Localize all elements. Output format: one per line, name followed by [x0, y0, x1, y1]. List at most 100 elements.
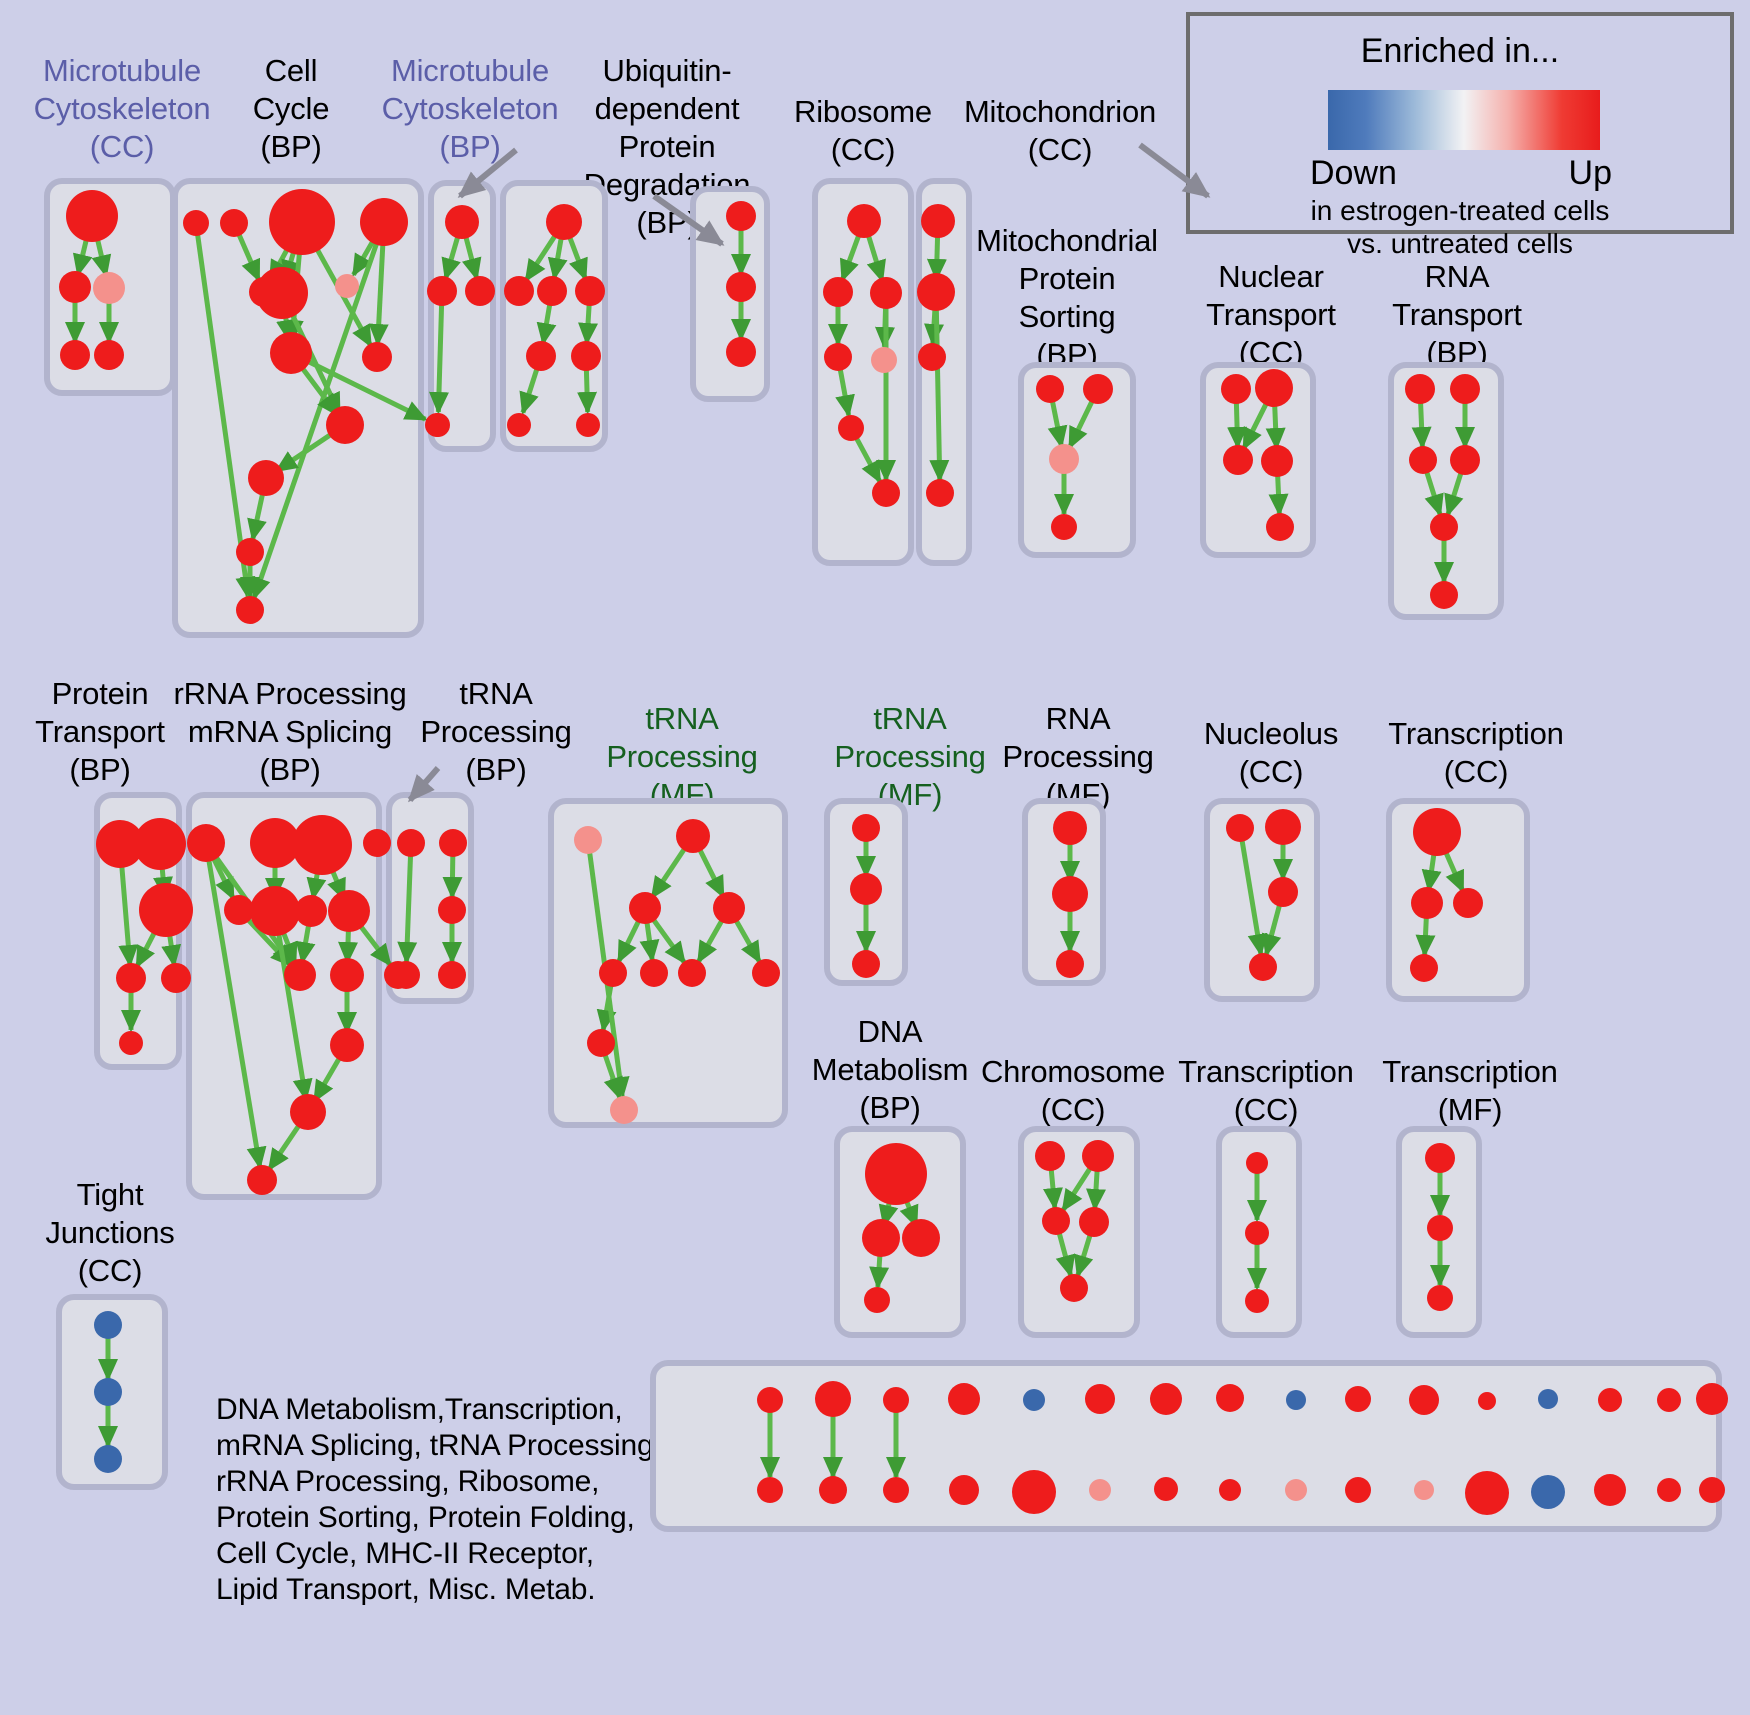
go-term-node[interactable]	[1056, 950, 1084, 978]
go-term-node[interactable]	[256, 267, 308, 319]
go-term-node[interactable]	[1042, 1207, 1070, 1235]
go-term-node[interactable]	[220, 209, 248, 237]
go-term-node[interactable]	[1089, 1479, 1111, 1501]
go-term-node[interactable]	[1245, 1221, 1269, 1245]
go-term-node[interactable]	[726, 337, 756, 367]
go-term-node[interactable]	[1255, 369, 1293, 407]
go-term-node[interactable]	[726, 272, 756, 302]
go-term-node[interactable]	[1012, 1470, 1056, 1514]
go-term-node[interactable]	[1082, 1140, 1114, 1172]
go-term-node[interactable]	[1699, 1477, 1725, 1503]
go-term-node[interactable]	[883, 1387, 909, 1413]
go-term-node[interactable]	[1249, 953, 1277, 981]
go-term-node[interactable]	[507, 413, 531, 437]
go-term-node[interactable]	[1345, 1386, 1371, 1412]
go-term-node[interactable]	[397, 829, 425, 857]
go-term-node[interactable]	[94, 340, 124, 370]
go-term-node[interactable]	[1261, 445, 1293, 477]
go-term-node[interactable]	[838, 415, 864, 441]
go-term-node[interactable]	[330, 1028, 364, 1062]
go-term-node[interactable]	[1657, 1388, 1681, 1412]
go-term-node[interactable]	[1265, 809, 1301, 845]
go-term-node[interactable]	[427, 276, 457, 306]
go-term-node[interactable]	[852, 814, 880, 842]
go-term-node[interactable]	[713, 892, 745, 924]
go-term-node[interactable]	[94, 1378, 122, 1406]
go-term-node[interactable]	[360, 198, 408, 246]
go-term-node[interactable]	[134, 818, 186, 870]
go-term-node[interactable]	[284, 959, 316, 991]
go-term-node[interactable]	[1453, 888, 1483, 918]
go-term-node[interactable]	[1598, 1388, 1622, 1412]
go-term-node[interactable]	[587, 1029, 615, 1057]
go-term-node[interactable]	[871, 347, 897, 373]
go-term-node[interactable]	[1051, 514, 1077, 540]
go-term-node[interactable]	[574, 826, 602, 854]
go-term-node[interactable]	[819, 1476, 847, 1504]
go-term-node[interactable]	[1246, 1152, 1268, 1174]
go-term-node[interactable]	[1150, 1383, 1182, 1415]
go-term-node[interactable]	[250, 818, 300, 868]
go-term-node[interactable]	[292, 815, 352, 875]
go-term-node[interactable]	[236, 538, 264, 566]
go-term-node[interactable]	[139, 883, 193, 937]
go-term-node[interactable]	[823, 277, 853, 307]
go-term-node[interactable]	[847, 204, 881, 238]
cluster-box-misc-singletons[interactable]	[650, 1360, 1722, 1532]
go-term-node[interactable]	[1035, 1141, 1065, 1171]
go-term-node[interactable]	[1425, 1143, 1455, 1173]
go-term-node[interactable]	[1268, 877, 1298, 907]
go-term-node[interactable]	[445, 205, 479, 239]
go-term-node[interactable]	[537, 276, 567, 306]
go-term-node[interactable]	[1450, 445, 1480, 475]
go-term-node[interactable]	[247, 1165, 277, 1195]
go-term-node[interactable]	[921, 204, 955, 238]
go-term-node[interactable]	[1266, 513, 1294, 541]
go-term-node[interactable]	[870, 277, 902, 309]
go-term-node[interactable]	[465, 276, 495, 306]
go-term-node[interactable]	[1245, 1289, 1269, 1313]
go-term-node[interactable]	[1409, 1385, 1439, 1415]
go-term-node[interactable]	[1079, 1207, 1109, 1237]
go-term-node[interactable]	[438, 961, 466, 989]
go-term-node[interactable]	[726, 201, 756, 231]
go-term-node[interactable]	[917, 273, 955, 311]
go-term-node[interactable]	[1052, 876, 1088, 912]
go-term-node[interactable]	[335, 274, 359, 298]
go-term-node[interactable]	[1085, 1384, 1115, 1414]
go-term-node[interactable]	[1036, 375, 1064, 403]
go-term-node[interactable]	[1531, 1475, 1565, 1509]
go-term-node[interactable]	[426, 413, 450, 437]
go-term-node[interactable]	[1410, 954, 1438, 982]
go-term-node[interactable]	[362, 342, 392, 372]
go-term-node[interactable]	[1049, 444, 1079, 474]
go-term-node[interactable]	[290, 1094, 326, 1130]
go-term-node[interactable]	[865, 1143, 927, 1205]
go-term-node[interactable]	[852, 950, 880, 978]
go-term-node[interactable]	[1226, 814, 1254, 842]
go-term-node[interactable]	[571, 341, 601, 371]
go-term-node[interactable]	[1414, 1480, 1434, 1500]
go-term-node[interactable]	[546, 204, 582, 240]
go-term-node[interactable]	[629, 892, 661, 924]
go-term-node[interactable]	[93, 272, 125, 304]
go-term-node[interactable]	[1411, 887, 1443, 919]
go-term-node[interactable]	[1450, 374, 1480, 404]
go-term-node[interactable]	[678, 959, 706, 987]
go-term-node[interactable]	[1409, 446, 1437, 474]
go-term-node[interactable]	[504, 276, 534, 306]
go-term-node[interactable]	[526, 341, 556, 371]
go-term-node[interactable]	[326, 406, 364, 444]
go-term-node[interactable]	[1478, 1392, 1496, 1410]
go-term-node[interactable]	[94, 1311, 122, 1339]
go-term-node[interactable]	[872, 479, 900, 507]
go-term-node[interactable]	[599, 959, 627, 987]
go-term-node[interactable]	[1060, 1274, 1088, 1302]
go-term-node[interactable]	[1221, 374, 1251, 404]
go-term-node[interactable]	[1154, 1477, 1178, 1501]
go-term-node[interactable]	[439, 829, 467, 857]
go-term-node[interactable]	[1023, 1389, 1045, 1411]
go-term-node[interactable]	[815, 1381, 851, 1417]
go-term-node[interactable]	[1427, 1285, 1453, 1311]
cluster-box-dna-metabolism-bp[interactable]	[834, 1126, 966, 1338]
